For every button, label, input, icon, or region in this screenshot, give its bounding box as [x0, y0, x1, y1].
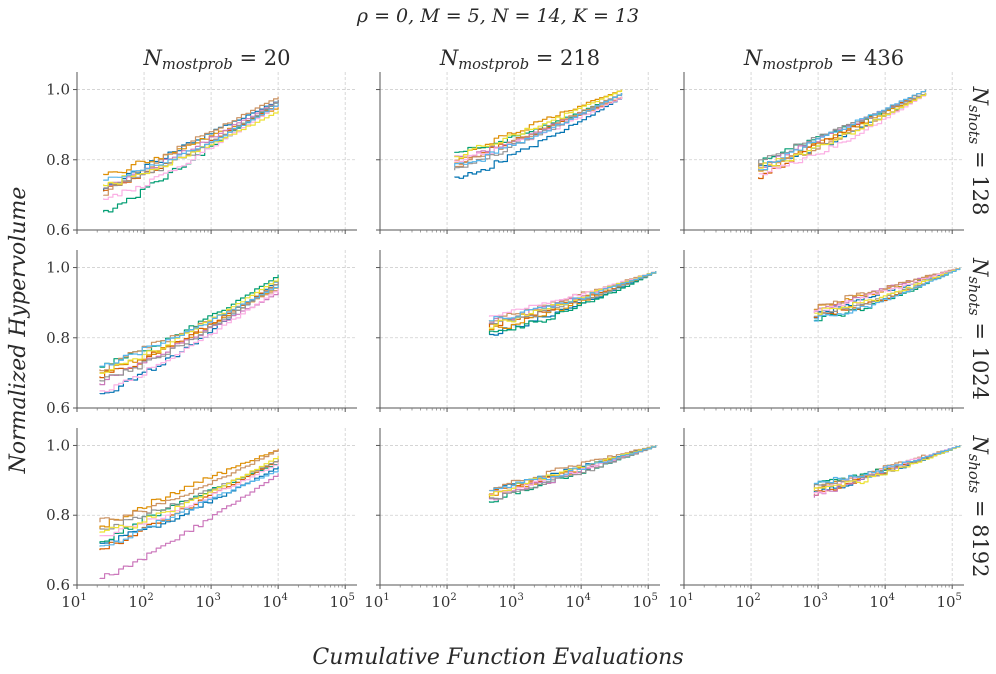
column-titles: Nmostprob = 20 Nmostprob = 218 Nmostprob =… — [143, 46, 905, 73]
series-line — [99, 285, 279, 367]
series-line — [758, 93, 927, 176]
series-line — [99, 448, 279, 530]
x-tick-label: 104 — [869, 592, 894, 611]
panel — [680, 72, 964, 234]
series-line — [99, 274, 279, 368]
column-title: Nmostprob = 218 — [439, 46, 600, 73]
y-tick-label: 0.8 — [46, 506, 70, 524]
x-tick-label: 103 — [802, 592, 827, 611]
figure-title: ρ = 0, M = 5, N = 14, K = 13 — [356, 5, 639, 27]
x-tick-label: 105 — [329, 592, 354, 611]
y-tick-label: 0.8 — [46, 329, 70, 347]
series-line — [813, 267, 961, 314]
series-line — [103, 103, 279, 181]
series-line — [488, 445, 657, 500]
y-axis-label: Normalized Hypervolume — [6, 187, 31, 475]
y-tick-label: 1.0 — [46, 259, 70, 277]
series-line — [99, 288, 279, 393]
column-title: Nmostprob = 436 — [743, 46, 904, 73]
x-tick-label: 103 — [195, 592, 220, 611]
series-line — [813, 267, 961, 319]
y-tick-label: 0.6 — [46, 399, 70, 417]
series-line — [103, 96, 279, 196]
row-title-group: Nshots = 128 — [965, 86, 992, 216]
panel: 0.6 0.8 1.0 — [46, 250, 357, 417]
x-tick-label: 103 — [498, 592, 523, 611]
x-tick-label: 102 — [128, 592, 153, 611]
row-title: Nshots = 128 — [965, 86, 992, 216]
series-line — [488, 271, 657, 335]
y-tick-label: 0.6 — [46, 576, 70, 594]
series-line — [488, 271, 657, 322]
series-line — [814, 267, 961, 315]
series-line — [813, 267, 961, 322]
panel — [376, 72, 660, 234]
x-tick-label: 102 — [431, 592, 456, 611]
x-tick-label: 105 — [936, 592, 961, 611]
panel: 101 102 103 104 105 — [668, 428, 964, 611]
y-tick-label: 0.8 — [46, 151, 70, 169]
series-line — [454, 93, 623, 167]
panel — [680, 250, 964, 412]
figure-title-text: ρ = 0, M = 5, N = 14, K = 13 — [356, 5, 639, 27]
row-title-group: Nshots = 1024 — [965, 257, 992, 400]
row-titles: Nshots = 128 Nshots = 1024 Nshots = 8192 — [965, 86, 992, 578]
series-line — [758, 93, 927, 169]
column-title: Nmostprob = 20 — [143, 46, 291, 73]
row-title: Nshots = 1024 — [965, 257, 992, 400]
y-tick-label: 1.0 — [46, 81, 70, 99]
series-line — [99, 278, 279, 374]
series-line — [758, 93, 927, 164]
x-tick-label: 101 — [364, 592, 389, 611]
x-tick-label: 102 — [735, 592, 760, 611]
series-line — [488, 445, 657, 492]
row-title-group: Nshots = 8192 — [965, 434, 992, 577]
series-line — [488, 445, 657, 492]
x-tick-label: 104 — [262, 592, 287, 611]
series-line — [103, 103, 279, 200]
series-line — [99, 469, 279, 547]
row-title: Nshots = 8192 — [965, 434, 992, 577]
x-axis-label: Cumulative Function Evaluations — [312, 645, 683, 670]
y-tick-label: 1.0 — [46, 436, 70, 454]
panel: 0.6 0.8 1.0 101 102 103 104 105 — [46, 428, 357, 611]
series-line — [99, 473, 279, 580]
panel: 0.6 0.8 1.0 — [46, 72, 357, 239]
series-line — [758, 89, 927, 171]
series-line — [99, 459, 279, 551]
series-line — [103, 110, 279, 187]
panel — [376, 250, 660, 412]
series-line — [454, 89, 623, 159]
series-line — [454, 89, 623, 161]
series-line — [813, 445, 961, 484]
y-tick-label: 0.6 — [46, 221, 70, 239]
x-tick-label: 101 — [61, 592, 86, 611]
x-tick-label: 101 — [668, 592, 693, 611]
x-tick-label: 105 — [632, 592, 657, 611]
series-line — [813, 445, 961, 491]
series-line — [99, 281, 279, 382]
series-line — [99, 455, 279, 533]
series-line — [99, 448, 279, 523]
panel: 101 102 103 104 105 — [364, 428, 660, 611]
series-line — [454, 96, 623, 179]
x-tick-label: 104 — [565, 592, 590, 611]
